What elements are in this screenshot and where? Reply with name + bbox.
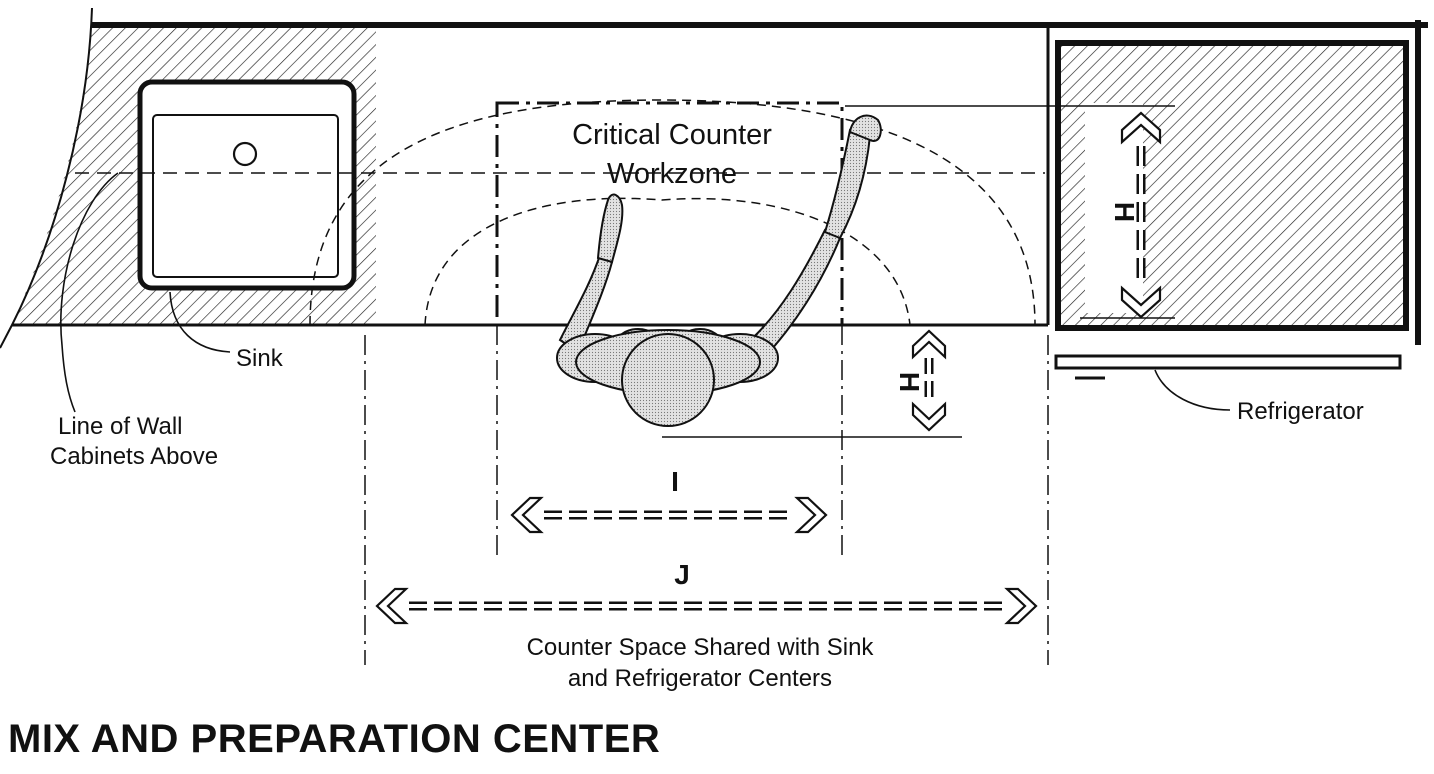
refrigerator-label: Refrigerator	[1237, 398, 1364, 425]
wall-edge-curve	[0, 7, 93, 349]
sink	[137, 79, 357, 291]
inner-reach-arc	[424, 197, 911, 326]
i-dimension: I	[496, 325, 843, 555]
h-label-body: H	[894, 372, 925, 392]
diagram-title: MIX AND PREPARATION CENTER	[8, 717, 660, 761]
sink-label: Sink	[236, 345, 284, 372]
zone-label-line1: Critical Counter	[572, 119, 772, 151]
drain-icon	[232, 141, 258, 167]
person-figure	[556, 114, 882, 427]
j-label: J	[674, 559, 690, 590]
h-label-refrigerator: H	[1109, 202, 1140, 222]
shared-label-line2: and Refrigerator Centers	[568, 665, 832, 692]
i-label: I	[671, 466, 679, 497]
sink-leader	[169, 291, 231, 353]
wall-label-line2: Cabinets Above	[50, 443, 218, 470]
outer-reach-arc	[309, 99, 1036, 326]
wall-leader	[60, 172, 119, 413]
h-dimension-refrigerator: H	[845, 103, 1175, 319]
h-dimension-body: H	[662, 329, 962, 438]
wall-label-line1: Line of Wall	[58, 413, 183, 440]
refrigerator-leader	[1154, 369, 1231, 411]
shared-label-line1: Counter Space Shared with Sink	[527, 634, 875, 661]
j-dimension: J	[364, 335, 1049, 665]
zone-label-line2: Workzone	[607, 158, 737, 190]
